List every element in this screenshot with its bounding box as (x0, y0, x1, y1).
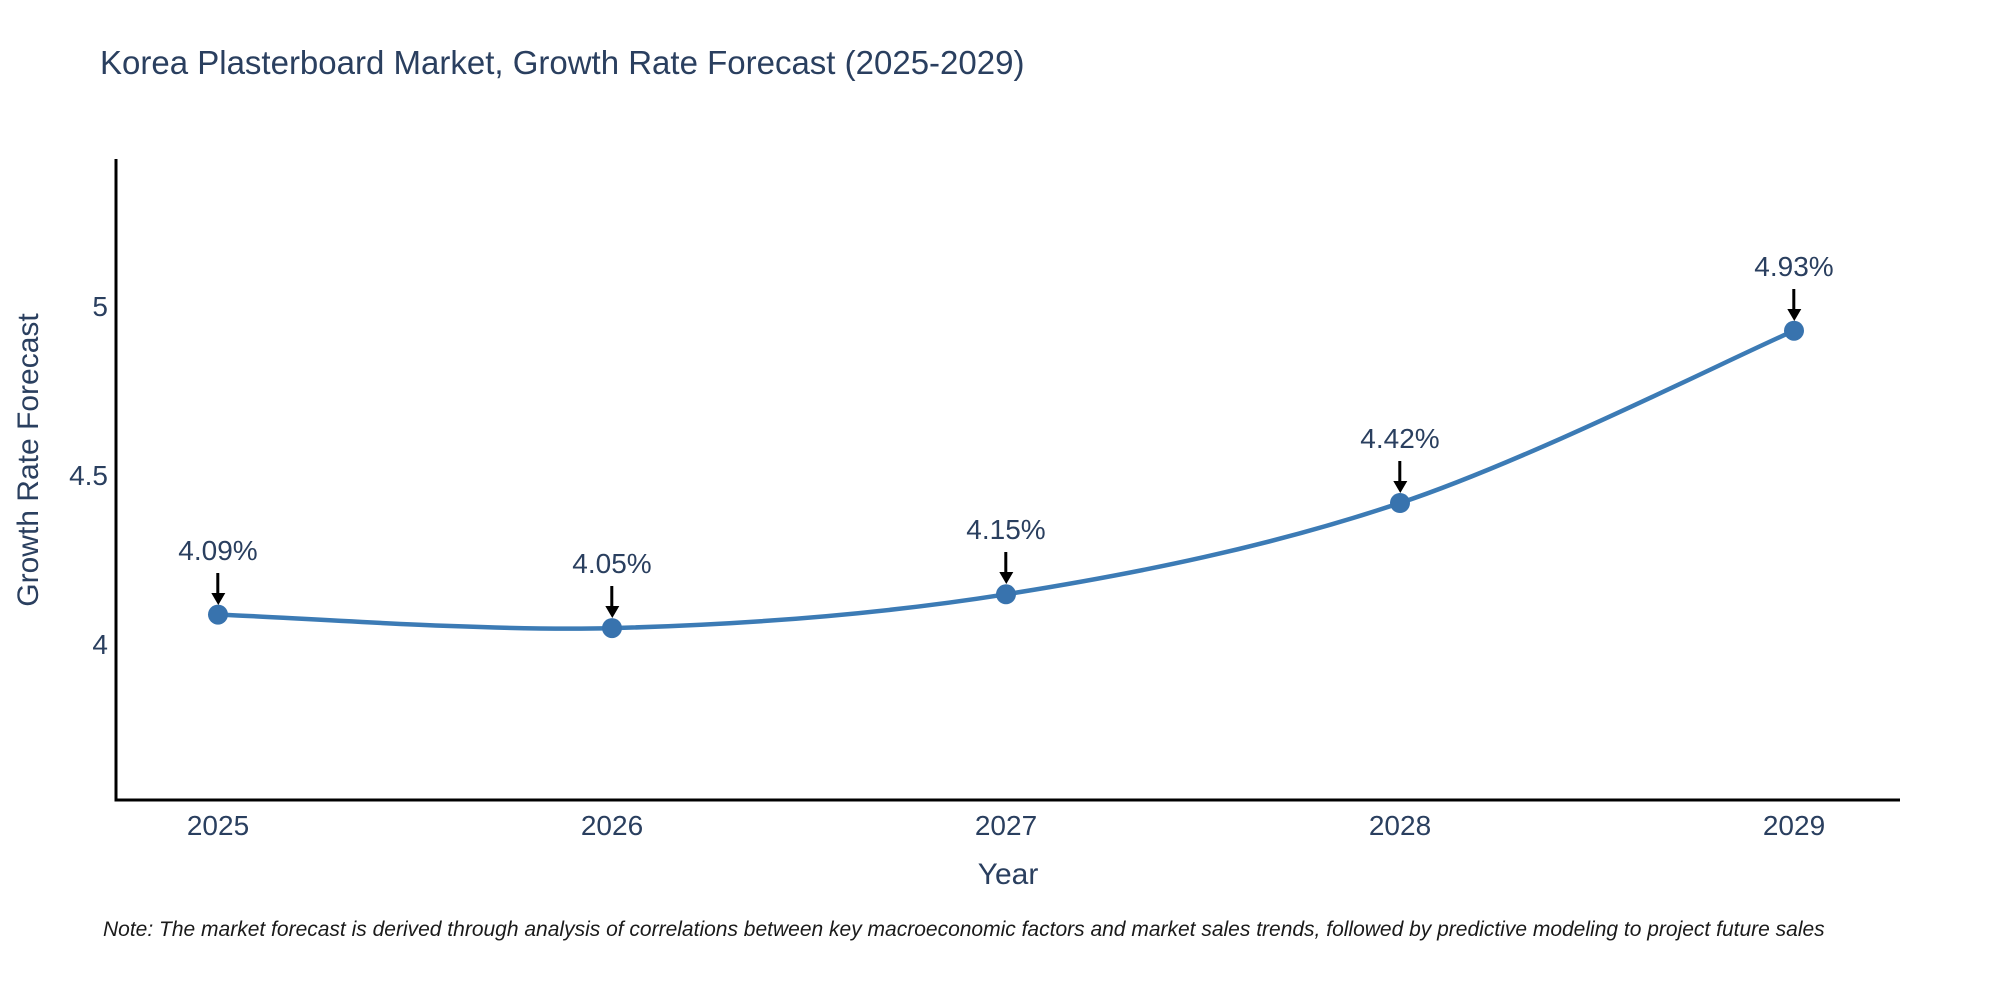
x-tick-label: 2025 (186, 810, 250, 841)
y-tick-label: 4.5 (69, 460, 108, 491)
data-point-marker[interactable] (996, 584, 1016, 605)
annotation-label: 4.42% (1360, 423, 1440, 455)
x-tick-label: 2027 (974, 810, 1038, 841)
x-axis-title: Year (977, 858, 1039, 891)
data-point-annotation: 4.05% (572, 548, 652, 619)
annotation-label: 4.05% (572, 548, 652, 580)
data-point-annotation: 4.15% (966, 514, 1046, 585)
x-tick-label: 2026 (580, 810, 644, 841)
data-point-annotation: 4.93% (1754, 250, 1834, 321)
data-point-marker[interactable] (1390, 493, 1410, 513)
data-point-annotation: 4.09% (178, 534, 258, 605)
annotation-arrow-shaft (216, 572, 220, 593)
annotation-arrow-head-icon (1393, 481, 1407, 494)
annotation-arrow-shaft (1004, 552, 1008, 573)
data-point-annotation: 4.42% (1360, 423, 1440, 494)
annotation-label: 4.09% (178, 534, 258, 566)
annotation-arrow-head-icon (605, 606, 619, 619)
data-point-marker[interactable] (1784, 320, 1804, 341)
annotation-arrow-head-icon (999, 572, 1013, 585)
annotation-arrow-shaft (1792, 288, 1796, 309)
y-tick-label: 5 (92, 291, 108, 322)
annotation-label: 4.15% (966, 514, 1046, 546)
x-tick-label: 2029 (1762, 810, 1826, 841)
footnote: Note: The market forecast is derived thr… (103, 918, 1825, 941)
chart-title: Korea Plasterboard Market, Growth Rate F… (100, 44, 1025, 81)
data-point-marker[interactable] (602, 618, 622, 639)
annotation-arrow-head-icon (211, 592, 225, 605)
data-point-marker[interactable] (208, 604, 228, 625)
annotation-arrow-shaft (1398, 461, 1402, 482)
annotation-arrow-shaft (610, 586, 614, 607)
x-tick-label: 2028 (1368, 810, 1432, 841)
annotation-arrow-head-icon (1787, 308, 1801, 321)
annotation-label: 4.93% (1754, 250, 1834, 282)
y-tick-label: 4 (92, 629, 108, 660)
